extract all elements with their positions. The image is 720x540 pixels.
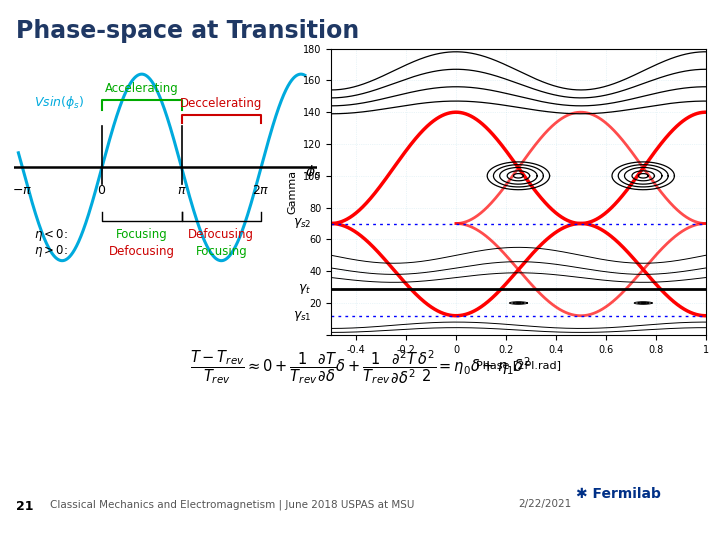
Text: $\pi$: $\pi$ [176,184,186,197]
Text: $\eta > 0$:: $\eta > 0$: [35,244,68,259]
Text: Focusing: Focusing [195,245,247,258]
Text: Deccelerating: Deccelerating [180,97,263,110]
Text: Defocusing: Defocusing [109,245,175,258]
Text: $\gamma_{s2}$: $\gamma_{s2}$ [292,217,311,231]
X-axis label: Phase [2Pl.rad]: Phase [2Pl.rad] [476,360,561,370]
Text: $\eta < 0$:: $\eta < 0$: [35,227,68,242]
Text: Defocusing: Defocusing [189,228,254,241]
Text: $-\pi$: $-\pi$ [12,184,32,197]
Text: 2/22/2021: 2/22/2021 [518,500,572,510]
Text: $2\pi$: $2\pi$ [252,184,270,197]
Text: ✱ Fermilab: ✱ Fermilab [576,487,661,501]
Text: $Vsin(\phi_s)$: $Vsin(\phi_s)$ [35,93,84,111]
Text: $\dfrac{T - T_{rev}}{T_{rev}} \approx 0 + \dfrac{1}{T_{rev}}\dfrac{\partial T}{\: $\dfrac{T - T_{rev}}{T_{rev}} \approx 0 … [189,348,531,386]
Text: $0$: $0$ [97,184,107,197]
Text: $\gamma_t$: $\gamma_t$ [298,282,311,296]
Text: $\gamma_{s1}$: $\gamma_{s1}$ [292,309,311,323]
Text: 21: 21 [16,500,33,512]
Text: Accelerating: Accelerating [105,82,179,94]
Text: Phase-space at Transition: Phase-space at Transition [16,19,359,43]
Text: Classical Mechanics and Electromagnetism | June 2018 USPAS at MSU: Classical Mechanics and Electromagnetism… [50,500,415,510]
Text: Focusing: Focusing [116,228,168,241]
Text: $\phi_s$: $\phi_s$ [305,163,321,181]
Y-axis label: Gamma: Gamma [287,170,297,214]
